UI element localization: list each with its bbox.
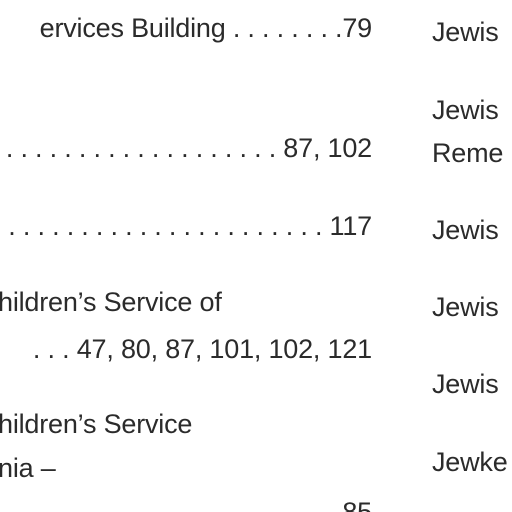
index-entry-childrens-service-of: hildren’s Service of — [0, 287, 222, 317]
index-entry-jewish-2: Jewis — [432, 95, 499, 125]
index-entry-page-117: . . . . . . . . . . . . . . . . . . . . … — [8, 211, 372, 241]
index-entry-pages-87-102: . . . . . . . . . . . . . . . . . . . . … — [0, 133, 372, 163]
index-entry-childrens-service-page: 85 — [342, 497, 372, 512]
index-entry-services-building: ervices Building . . . . . . . .79 — [39, 13, 373, 43]
index-entry-jewke: Jewke — [432, 447, 508, 477]
index-entry-jewish-5: Jewis — [432, 369, 499, 399]
index-entry-jewish-2-sub: Reme — [432, 138, 504, 168]
index-entry-childrens-service-sub: nia – — [0, 453, 56, 483]
index-entry-jewish-1: Jewis — [432, 17, 499, 47]
index-entry-jewish-4: Jewis — [432, 292, 499, 322]
index-entry-childrens-service-of-pages: . . . 47, 80, 87, 101, 102, 121 — [32, 334, 372, 364]
index-entry-jewish-3: Jewis — [432, 215, 499, 245]
index-entry-childrens-service: hildren’s Service — [0, 409, 193, 439]
